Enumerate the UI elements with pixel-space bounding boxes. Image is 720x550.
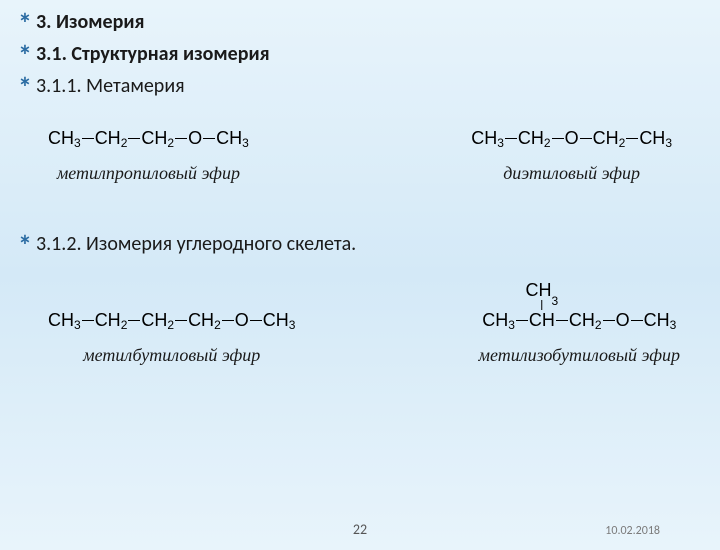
heading-text: 3.1. Структурная изомерия [36, 42, 270, 66]
formula-col-right: CH3CH2OCH2CH3 диэтиловый эфир [471, 128, 672, 184]
heading-metamerism: * 3.1.1. Метамерия [18, 74, 720, 102]
formula-row-1: CH3CH2CH2OCH3 метилпропиловый эфир CH3CH… [48, 128, 672, 184]
formula-diethyl-ether: CH3CH2OCH2CH3 [471, 128, 672, 149]
heading-text: 3.1.1. Метамерия [36, 74, 185, 98]
formula-col-right: CH3CH3CHCH2OCH3 метилизобутиловый эфир [479, 310, 681, 366]
page-number: 22 [353, 521, 367, 538]
bullet-asterisk: * [18, 42, 32, 70]
formula-row-2: CH3CH2CH2CH2OCH3 метилбутиловый эфир CH3… [48, 310, 680, 366]
caption-methylisobutyl: метилизобутиловый эфир [479, 345, 681, 366]
caption-methylpropyl: метилпропиловый эфир [57, 163, 240, 184]
formula-methylbutyl-ether: CH3CH2CH2CH2OCH3 [48, 310, 295, 331]
heading-text: 3.1.2. Изомерия углеродного скелета. [36, 232, 356, 256]
bullet-asterisk: * [18, 232, 32, 260]
formula-methylpropyl-ether: CH3CH2CH2OCH3 [48, 128, 249, 149]
heading-isomerism: * 3. Изомерия [18, 10, 720, 38]
heading-carbon-skeleton: * 3.1.2. Изомерия углеродного скелета. [18, 232, 720, 260]
bullet-asterisk: * [18, 74, 32, 102]
caption-diethyl: диэтиловый эфир [503, 163, 640, 184]
formula-col-left: CH3CH2CH2CH2OCH3 метилбутиловый эфир [48, 310, 295, 366]
formula-col-left: CH3CH2CH2OCH3 метилпропиловый эфир [48, 128, 249, 184]
heading-structural: * 3.1. Структурная изомерия [18, 42, 720, 70]
formula-methylisobutyl-ether: CH3CH3CHCH2OCH3 [482, 310, 676, 331]
caption-methylbutyl: метилбутиловый эфир [83, 345, 260, 366]
heading-text: 3. Изомерия [36, 10, 145, 34]
slide-date: 10.02.2018 [605, 524, 660, 538]
bullet-asterisk: * [18, 10, 32, 38]
